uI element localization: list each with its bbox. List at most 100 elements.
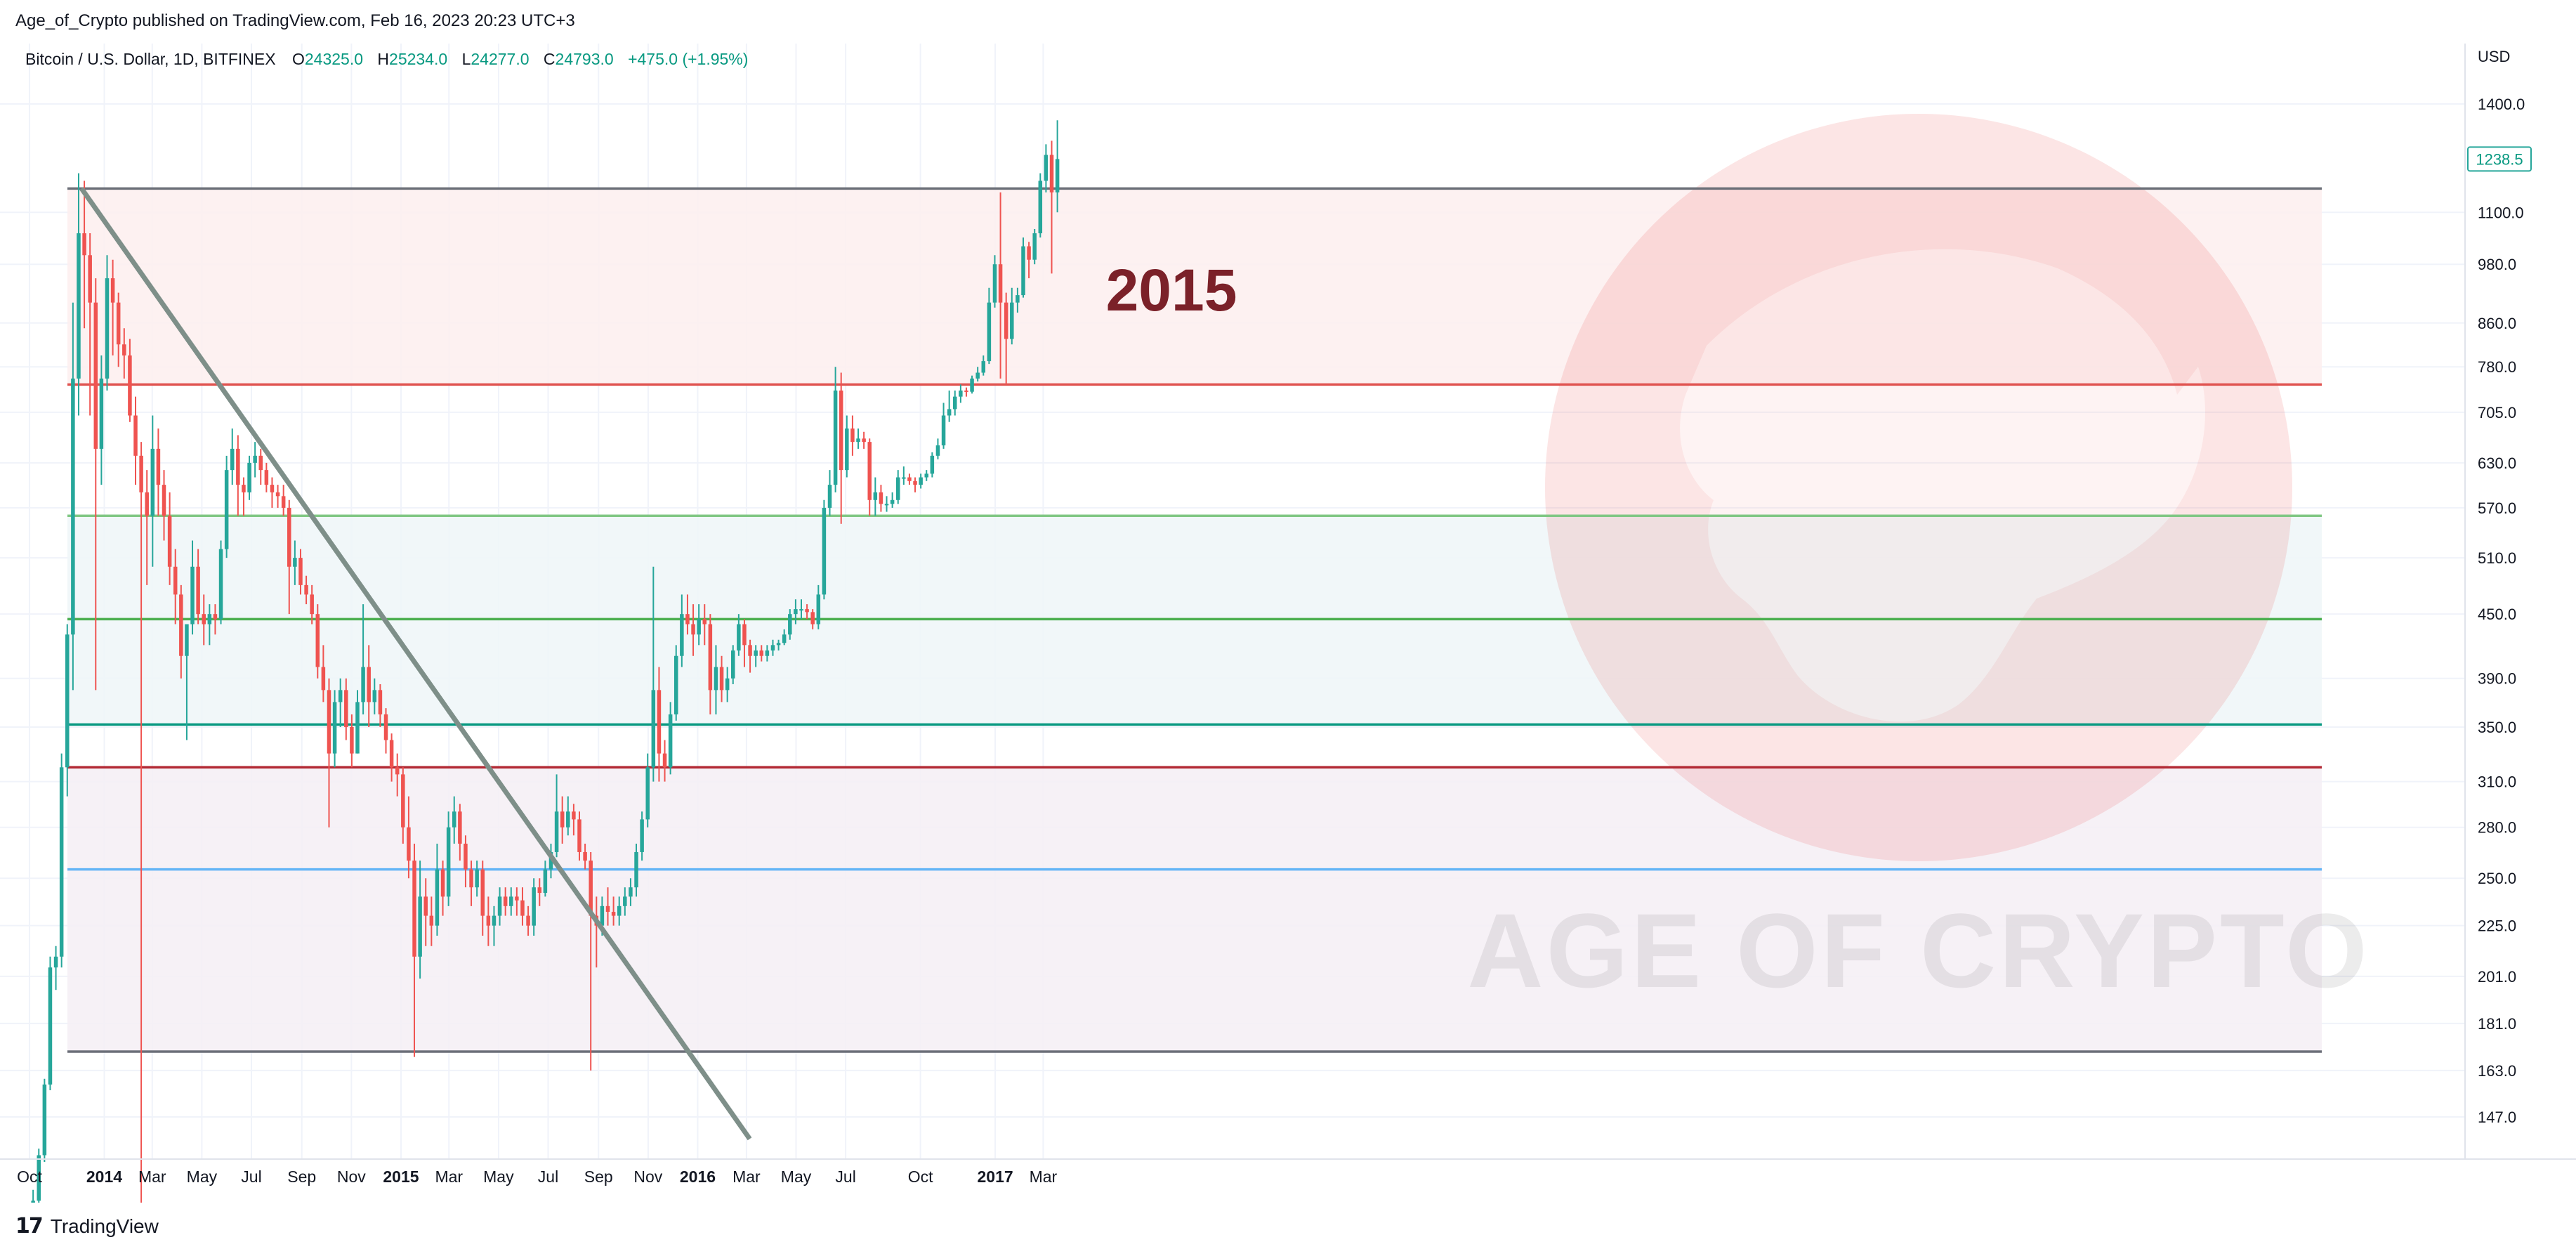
candle [287, 499, 291, 615]
time-tick-label: 2015 [383, 1168, 419, 1186]
candle-body [782, 634, 787, 643]
time-tick-label: 2017 [978, 1168, 1013, 1186]
candle [748, 639, 752, 673]
time-tick-label: Nov [633, 1168, 662, 1186]
candle [344, 678, 348, 740]
candle-body [856, 438, 860, 443]
bull-head-logo [1545, 114, 2292, 861]
candle [810, 609, 815, 629]
candle [116, 292, 121, 367]
candle [82, 181, 86, 329]
candle-body [725, 678, 730, 691]
candle [304, 575, 308, 605]
year-annotation[interactable]: 2015 [1106, 257, 1237, 323]
candle-body [640, 819, 644, 852]
candle-body [304, 584, 308, 595]
candle [446, 811, 451, 906]
candle [776, 639, 781, 650]
candle-body [338, 690, 343, 702]
candle-body [389, 740, 394, 768]
time-axis[interactable]: Oct 2014 Mar May Jul Sep Nov 2015 Mar May Jul Sep No… [17, 1168, 1057, 1186]
candle-body [207, 614, 212, 624]
candle [93, 278, 98, 691]
candle-body [378, 690, 383, 714]
publish-line: Age_of_Crypto published on TradingView.c… [15, 11, 575, 30]
candle-body [680, 614, 684, 656]
candle [42, 1078, 47, 1163]
time-tick-label: Mar [435, 1168, 463, 1186]
candle [548, 844, 553, 879]
candle-body [350, 726, 354, 754]
candle [879, 485, 883, 512]
candle-body [48, 967, 53, 1085]
chart-area[interactable]: AGE OF CRYPTO 2015 Bitcoin / U.S. Dollar… [0, 44, 2576, 1248]
candle [566, 796, 570, 836]
candle [737, 614, 741, 656]
candle [532, 878, 536, 936]
candle [765, 645, 770, 662]
candle-body [537, 887, 542, 894]
time-tick-label: Nov [337, 1168, 366, 1186]
candle [1016, 287, 1020, 313]
candle [258, 448, 263, 485]
candle-body [156, 448, 161, 485]
time-tick-label: May [483, 1168, 514, 1186]
candle-body [270, 485, 275, 492]
candle [543, 861, 548, 897]
candle [213, 604, 218, 635]
legend-h-value: 25234.0 [389, 50, 447, 68]
candle [77, 173, 81, 416]
candle [99, 355, 104, 485]
candle [742, 619, 747, 667]
candle-body [1021, 246, 1025, 296]
candle-body [981, 361, 986, 373]
candle [697, 604, 701, 646]
candle-body [668, 714, 673, 768]
candle [953, 390, 957, 416]
candle [185, 624, 189, 740]
candle-body [651, 690, 656, 768]
candle [440, 861, 445, 916]
candle [583, 844, 587, 870]
price-chart[interactable]: AGE OF CRYPTO 2015 Bitcoin / U.S. Dollar… [0, 44, 2576, 1248]
candle-body [486, 915, 491, 926]
candle-body [464, 844, 468, 870]
candle [981, 355, 986, 376]
candle-body [327, 690, 331, 754]
candle [281, 485, 286, 516]
candle-body [310, 594, 314, 615]
candle-body [611, 912, 616, 916]
candle [691, 604, 695, 656]
candle-body [913, 480, 917, 485]
candle-body [59, 767, 64, 957]
footer: 17 TradingView [0, 1203, 2576, 1249]
candle [554, 774, 559, 858]
candle-body [440, 869, 445, 897]
candle [617, 896, 622, 926]
candle-body [970, 378, 974, 392]
candle [805, 604, 809, 620]
price-tick-label: 1100.0 [2478, 204, 2524, 221]
candle [327, 678, 331, 828]
candle-body [480, 869, 485, 916]
trendline[interactable] [79, 187, 752, 1141]
candle [202, 594, 206, 646]
candle-body [53, 956, 58, 968]
legend-o-label: O [292, 50, 305, 68]
candle-body [600, 905, 605, 926]
candle-body [987, 302, 992, 362]
candle [515, 887, 519, 916]
candle-body [293, 558, 297, 567]
candle [708, 614, 713, 714]
candle [611, 896, 616, 926]
candle-body [589, 861, 593, 916]
candle-body [264, 470, 269, 485]
candle-body [748, 645, 752, 656]
tradingview-brand[interactable]: 17 TradingView [15, 1214, 159, 1238]
candle-body [515, 896, 519, 901]
price-tick-label: 201.0 [2478, 968, 2516, 986]
candle [65, 624, 70, 797]
candle [383, 708, 388, 754]
price-axis[interactable]: 1400.0 1100.0 980.0 860.0 780.0 705.0 630.0 570… [2478, 96, 2525, 1126]
candle-body [242, 485, 246, 492]
